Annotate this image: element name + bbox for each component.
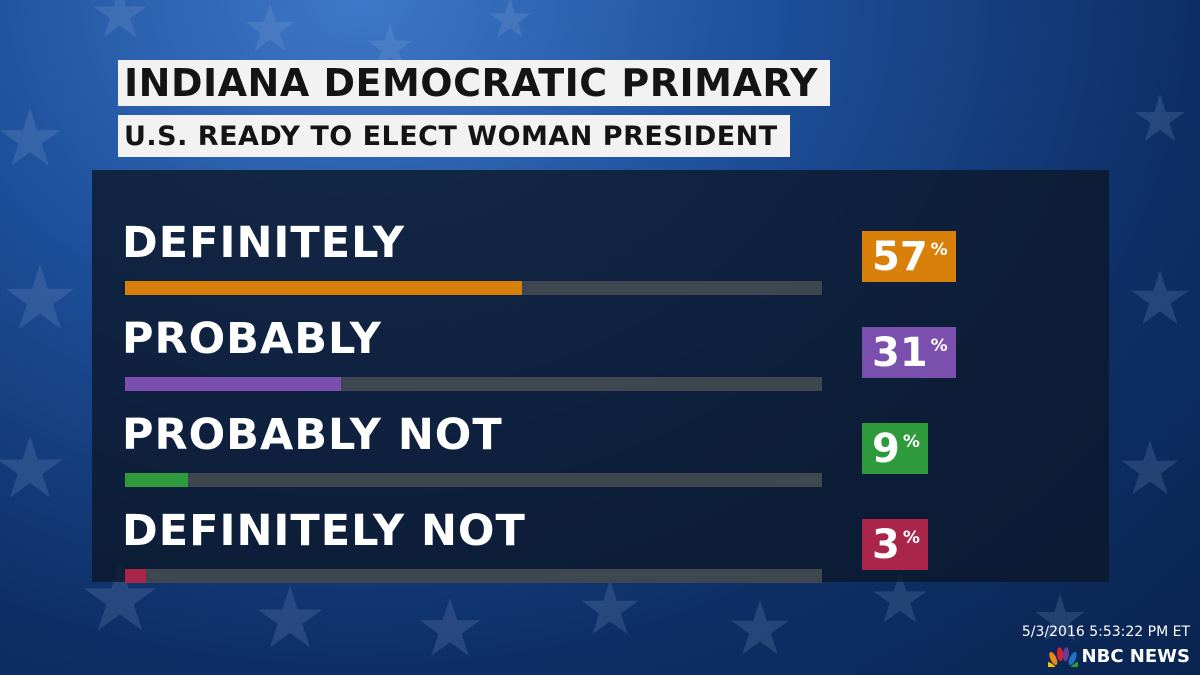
value-label: 3 bbox=[872, 521, 900, 568]
category-label: PROBABLY NOT bbox=[122, 410, 503, 460]
subtitle-banner: U.S. READY TO ELECT WOMAN PRESIDENT bbox=[118, 115, 790, 157]
bar-fill bbox=[125, 281, 523, 295]
value-badge: 9 % bbox=[862, 423, 928, 474]
category-label: DEFINITELY NOT bbox=[122, 506, 526, 556]
percent-sign: % bbox=[930, 336, 948, 356]
value-label: 31 bbox=[872, 329, 928, 376]
percent-sign: % bbox=[902, 432, 920, 452]
timestamp: 5/3/2016 5:53:22 PM ET bbox=[1021, 624, 1190, 640]
result-row: DEFINITELY 57 % bbox=[92, 215, 1109, 305]
value-badge: 31 % bbox=[862, 327, 956, 378]
result-row: PROBABLY 31 % bbox=[92, 311, 1109, 401]
category-label: PROBABLY bbox=[122, 314, 382, 364]
bar-track bbox=[125, 377, 822, 391]
bar-track bbox=[125, 281, 822, 295]
title-banner: INDIANA DEMOCRATIC PRIMARY bbox=[118, 60, 831, 106]
brand-name: NBC NEWS bbox=[1081, 646, 1190, 667]
bar-fill bbox=[125, 569, 146, 583]
peacock-icon bbox=[1047, 646, 1078, 667]
result-row: PROBABLY NOT 9 % bbox=[92, 407, 1109, 497]
results-panel: DEFINITELY 57 % PROBABLY 31 % PROBABLY N… bbox=[92, 170, 1109, 583]
percent-sign: % bbox=[902, 528, 920, 548]
bar-track bbox=[125, 569, 822, 583]
chart-subtitle: U.S. READY TO ELECT WOMAN PRESIDENT bbox=[124, 120, 778, 152]
bar-fill bbox=[125, 377, 342, 391]
value-badge: 3 % bbox=[862, 519, 928, 570]
value-label: 9 bbox=[872, 425, 900, 472]
value-label: 57 bbox=[872, 233, 928, 280]
category-label: DEFINITELY bbox=[122, 218, 405, 268]
nbc-news-logo: NBC NEWS bbox=[1047, 646, 1190, 667]
percent-sign: % bbox=[930, 240, 948, 260]
value-badge: 57 % bbox=[862, 231, 956, 282]
bar-fill bbox=[125, 473, 188, 487]
result-row: DEFINITELY NOT 3 % bbox=[92, 503, 1109, 593]
bar-track bbox=[125, 473, 822, 487]
chart-title: INDIANA DEMOCRATIC PRIMARY bbox=[124, 61, 819, 105]
